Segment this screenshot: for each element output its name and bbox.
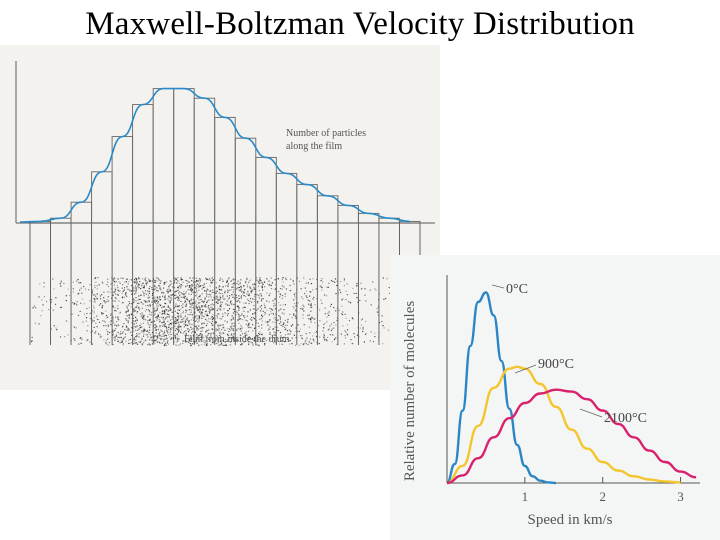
series-line-900c <box>446 365 681 485</box>
film-strip <box>31 277 420 347</box>
series-label-900c: 900°C <box>538 357 574 372</box>
x-tick-label-3: 3 <box>677 489 684 504</box>
x-tick-label-2: 2 <box>599 489 606 504</box>
x-axis-label: Speed in km/s <box>528 512 613 528</box>
leader-900c <box>514 364 537 374</box>
x-tick-labels: 1 2 3 <box>522 489 684 504</box>
annotation-film-from-drum: Film from inside the drum <box>184 334 290 345</box>
slide-title: Maxwell-Boltzman Velocity Distribution <box>85 6 635 42</box>
leader-2100c <box>579 408 603 418</box>
histogram-figure: Number of particles along the film Film … <box>0 45 440 390</box>
histogram-bar <box>399 220 421 224</box>
histogram-divider-lines <box>29 223 421 345</box>
series-label-2100c: 2100°C <box>604 411 647 426</box>
series-line-0c <box>446 291 557 485</box>
x-ticks <box>524 477 682 483</box>
series-line-2100c <box>446 388 697 485</box>
y-axis-label: Relative number of molecules <box>402 301 418 482</box>
x-tick-label-1: 1 <box>522 489 529 504</box>
distribution-curve <box>19 87 410 223</box>
annotation-along-the-film: along the film <box>286 141 342 152</box>
leader-0c <box>491 284 505 289</box>
speed-distribution-figure: 1 2 3 Speed in km/s Relative number of m… <box>390 255 720 540</box>
figure-background <box>390 255 720 540</box>
annotation-number-of-particles: Number of particles <box>286 128 366 139</box>
series-label-0c: 0°C <box>506 282 528 297</box>
